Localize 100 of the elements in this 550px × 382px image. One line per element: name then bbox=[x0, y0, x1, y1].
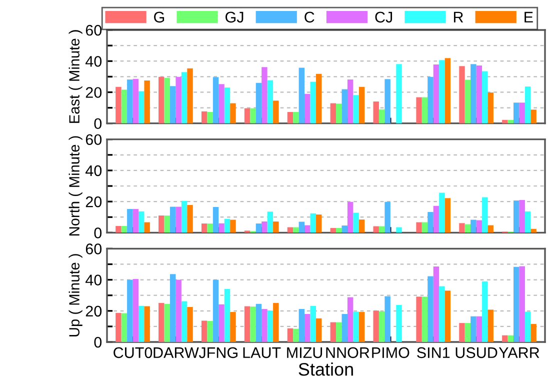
bar bbox=[164, 216, 170, 233]
bar bbox=[218, 223, 224, 233]
x-axis-title: Station bbox=[298, 362, 353, 376]
legend-label: CJ bbox=[375, 12, 392, 23]
x-tick-label: CUT0 bbox=[114, 347, 152, 358]
bar bbox=[444, 198, 451, 233]
bar bbox=[476, 316, 482, 342]
y-axis-title: Up ( Minute ) bbox=[68, 254, 82, 336]
bar bbox=[433, 266, 440, 342]
bar bbox=[476, 65, 482, 124]
bar bbox=[342, 314, 348, 342]
bar bbox=[250, 306, 256, 342]
bar bbox=[212, 207, 219, 233]
bar bbox=[358, 312, 365, 342]
bar bbox=[207, 223, 213, 233]
legend-label: E bbox=[524, 12, 533, 22]
bar bbox=[428, 212, 434, 233]
bar bbox=[316, 214, 322, 233]
bar bbox=[267, 310, 274, 342]
bar bbox=[138, 211, 144, 233]
bar bbox=[298, 68, 305, 124]
bar bbox=[470, 220, 476, 233]
bar bbox=[514, 266, 520, 342]
bar bbox=[132, 279, 138, 342]
bar bbox=[488, 92, 494, 124]
bar bbox=[488, 225, 494, 233]
bar bbox=[256, 82, 262, 124]
bar bbox=[373, 102, 379, 124]
x-tick-label: JFNG bbox=[198, 347, 238, 358]
bar bbox=[416, 97, 422, 124]
bar bbox=[502, 120, 508, 124]
bar bbox=[304, 94, 310, 124]
y-tick-label: 20 bbox=[86, 306, 102, 317]
bar bbox=[273, 302, 279, 342]
bar bbox=[428, 276, 434, 342]
bar bbox=[164, 304, 170, 342]
bar bbox=[330, 322, 336, 342]
bar bbox=[144, 222, 150, 233]
bar bbox=[530, 324, 536, 342]
bar bbox=[144, 80, 150, 124]
bar bbox=[187, 204, 193, 233]
bar bbox=[330, 228, 336, 233]
bar bbox=[201, 223, 208, 233]
bar bbox=[201, 320, 208, 342]
bar bbox=[342, 89, 348, 124]
bar bbox=[347, 79, 354, 124]
bar bbox=[212, 280, 219, 342]
bar bbox=[287, 328, 294, 342]
bar bbox=[230, 103, 236, 124]
bar bbox=[358, 219, 365, 233]
bar bbox=[439, 192, 445, 233]
bar bbox=[336, 322, 342, 342]
bar bbox=[127, 79, 133, 124]
bar bbox=[224, 218, 230, 233]
bar bbox=[298, 309, 305, 342]
bar bbox=[164, 78, 170, 124]
bar bbox=[508, 335, 514, 342]
bar bbox=[262, 221, 268, 233]
bar bbox=[273, 100, 279, 124]
bar bbox=[201, 111, 208, 124]
bar bbox=[378, 226, 385, 233]
x-tick-label: USUD bbox=[456, 347, 498, 358]
bar bbox=[316, 74, 322, 124]
bar bbox=[384, 79, 390, 124]
y-tick-label: 20 bbox=[86, 196, 102, 208]
legend-label: R bbox=[454, 12, 464, 22]
bar bbox=[187, 307, 193, 342]
bar bbox=[519, 200, 525, 233]
bar bbox=[262, 309, 268, 342]
y-axis-title: North ( Minute ) bbox=[68, 136, 82, 236]
bar bbox=[459, 66, 465, 124]
x-tick-label: YARR bbox=[498, 347, 540, 358]
bar bbox=[287, 227, 294, 233]
bar bbox=[433, 64, 440, 124]
bar bbox=[127, 209, 133, 233]
bar bbox=[310, 306, 316, 342]
bar bbox=[304, 225, 310, 233]
bar bbox=[464, 80, 471, 124]
bar bbox=[230, 220, 236, 233]
bar bbox=[416, 222, 422, 233]
bar bbox=[262, 67, 268, 124]
bar bbox=[293, 227, 299, 233]
y-tick-label: 0 bbox=[94, 228, 102, 238]
bar bbox=[444, 58, 451, 124]
bar bbox=[181, 72, 188, 124]
bar bbox=[384, 202, 390, 233]
x-tick-label: PIMO bbox=[372, 347, 410, 358]
bar bbox=[132, 78, 138, 124]
bar bbox=[224, 88, 230, 124]
bar bbox=[250, 108, 256, 124]
bar bbox=[181, 301, 188, 342]
x-tick-label: NNOR bbox=[326, 347, 370, 358]
bar bbox=[384, 296, 390, 342]
bar bbox=[342, 226, 348, 233]
legend-label: GJ bbox=[226, 12, 244, 23]
bar bbox=[176, 206, 182, 233]
bar bbox=[476, 220, 482, 233]
bar bbox=[464, 224, 471, 233]
bar bbox=[482, 71, 488, 124]
bar bbox=[310, 213, 316, 233]
